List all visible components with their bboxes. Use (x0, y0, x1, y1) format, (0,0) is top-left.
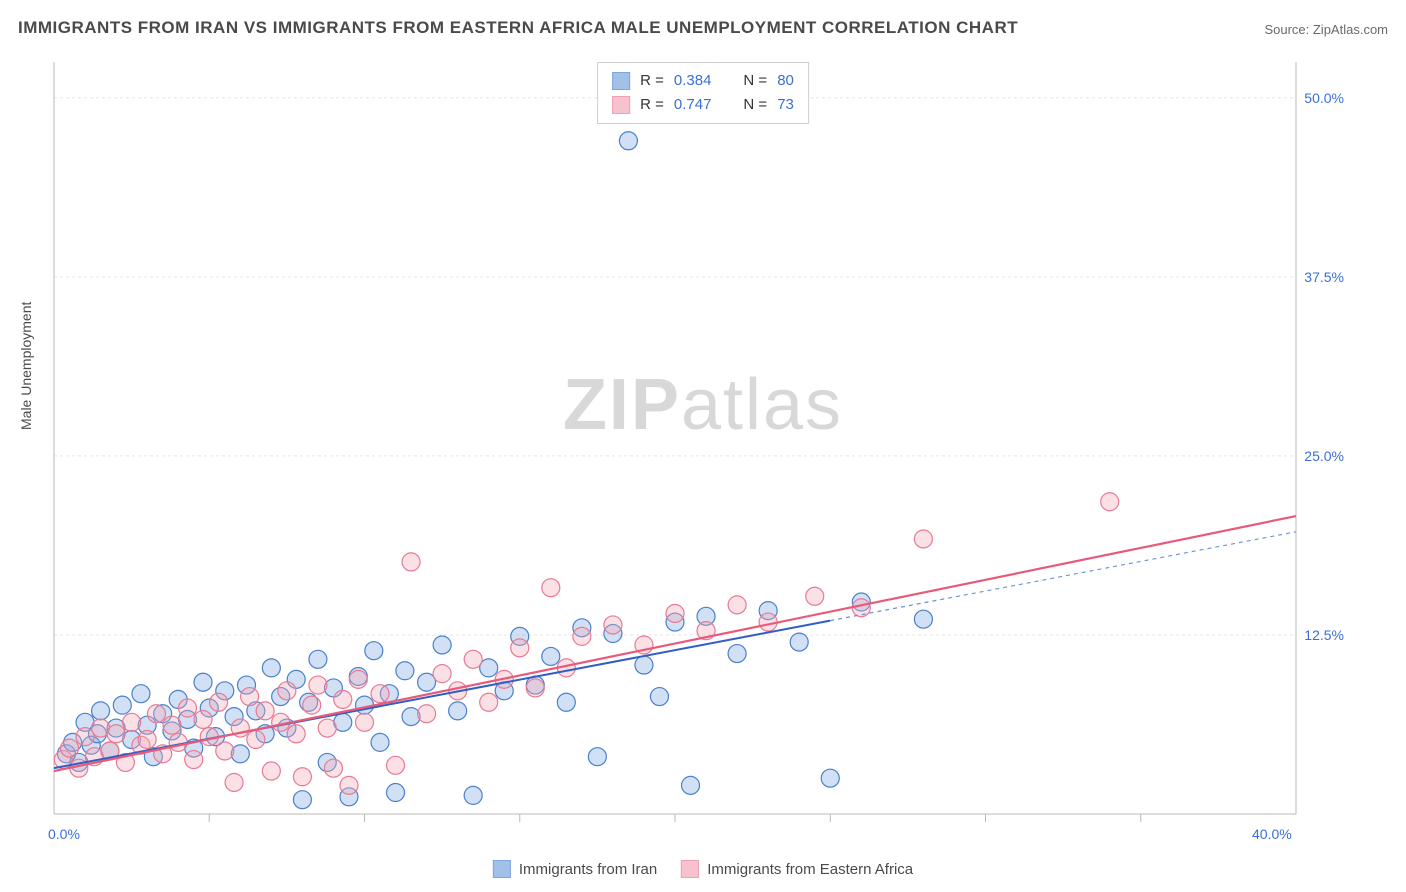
scatter-plot (50, 58, 1356, 828)
y-tick-label: 12.5% (1304, 627, 1344, 643)
legend-item-eafrica: Immigrants from Eastern Africa (681, 860, 913, 878)
legend-item-iran: Immigrants from Iran (493, 860, 657, 878)
legend-swatch-iran (493, 860, 511, 878)
legend-label-iran: Immigrants from Iran (519, 861, 657, 878)
legend-row-iran: R = 0.384 N = 80 (612, 69, 794, 93)
r-value-iran: 0.384 (674, 69, 712, 93)
legend-swatch-eafrica (612, 96, 630, 114)
series-legend: Immigrants from Iran Immigrants from Eas… (493, 860, 913, 878)
y-tick-label: 37.5% (1304, 269, 1344, 285)
y-tick-label: 50.0% (1304, 90, 1344, 106)
legend-swatch-iran (612, 72, 630, 90)
x-tick-label: 0.0% (48, 826, 80, 842)
correlation-legend: R = 0.384 N = 80 R = 0.747 N = 73 (597, 62, 809, 124)
y-tick-label: 25.0% (1304, 448, 1344, 464)
r-label: R = (640, 69, 664, 93)
source-label: Source: ZipAtlas.com (1264, 22, 1388, 37)
r-value-eafrica: 0.747 (674, 93, 712, 117)
n-label: N = (743, 69, 767, 93)
r-label: R = (640, 93, 664, 117)
n-label: N = (743, 93, 767, 117)
legend-row-eafrica: R = 0.747 N = 73 (612, 93, 794, 117)
legend-swatch-eafrica (681, 860, 699, 878)
x-tick-label: 40.0% (1252, 826, 1292, 842)
chart-title: IMMIGRANTS FROM IRAN VS IMMIGRANTS FROM … (18, 18, 1018, 38)
chart-area: ZIPatlas 12.5%25.0%37.5%50.0%0.0%40.0% (50, 58, 1356, 828)
y-axis-label: Male Unemployment (18, 302, 34, 430)
n-value-eafrica: 73 (777, 93, 794, 117)
n-value-iran: 80 (777, 69, 794, 93)
legend-label-eafrica: Immigrants from Eastern Africa (707, 861, 913, 878)
